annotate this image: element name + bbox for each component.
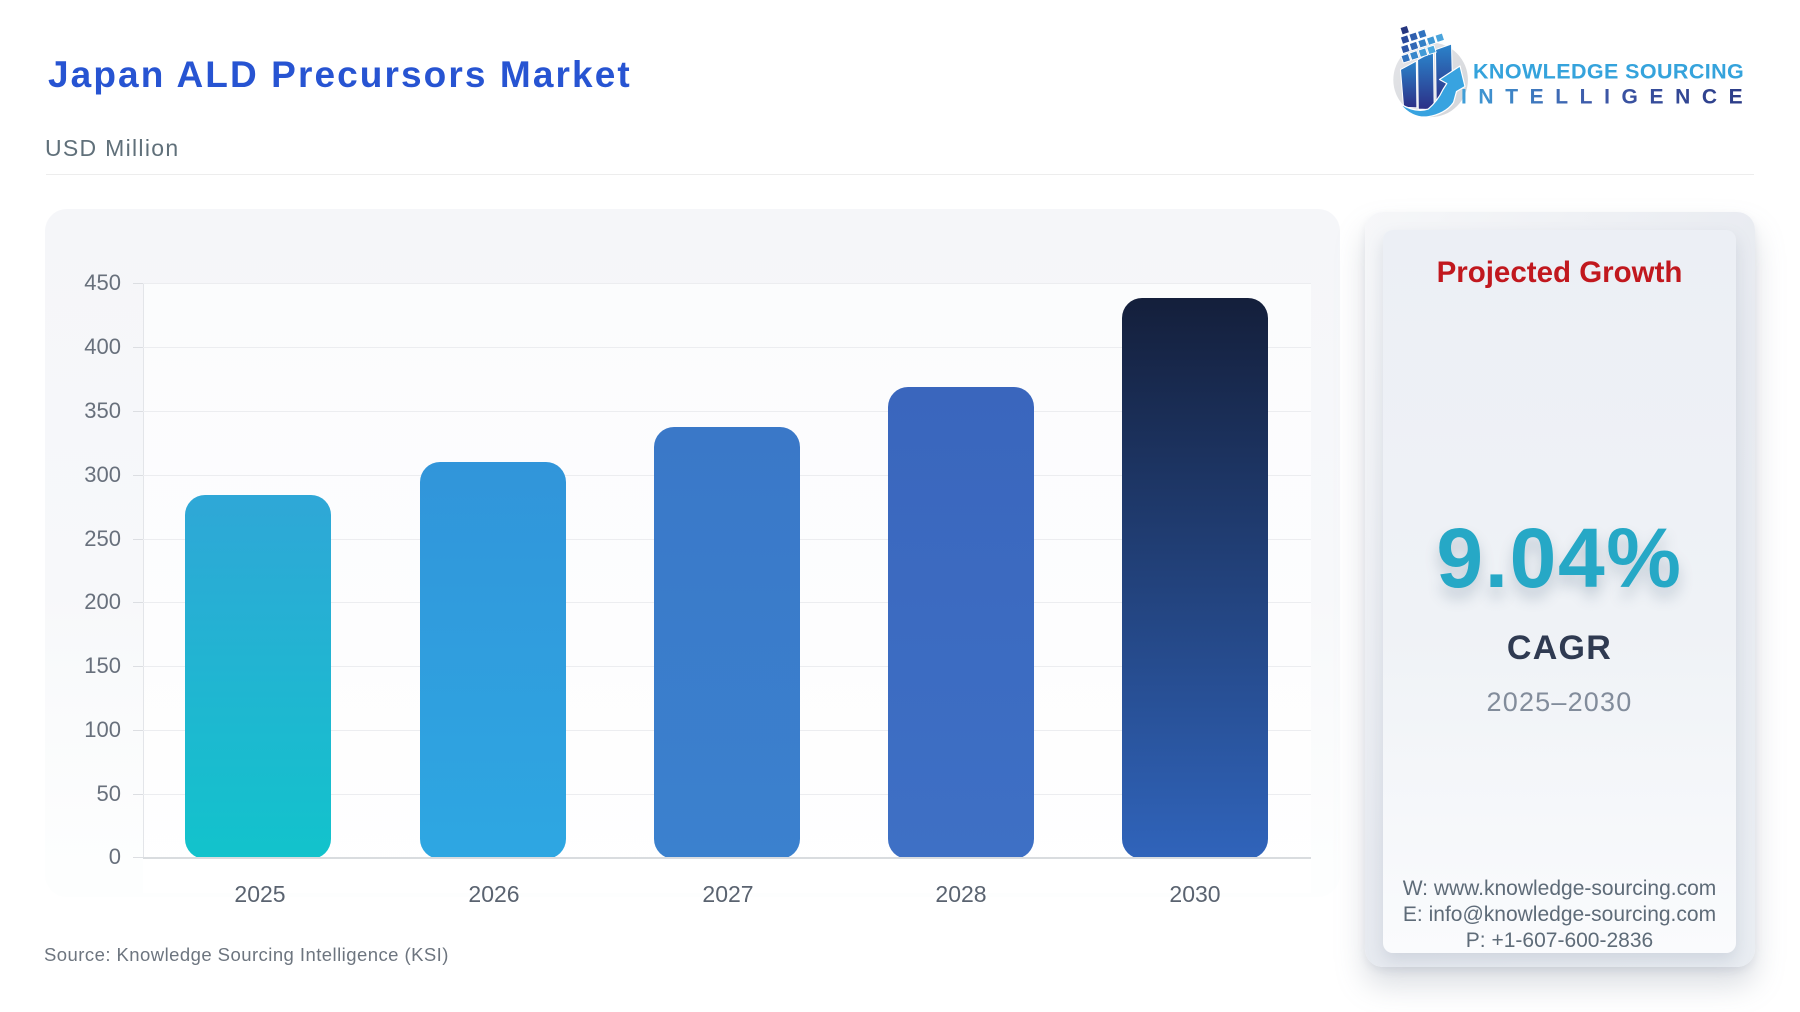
svg-text:KNOWLEDGE SOURCING: KNOWLEDGE SOURCING bbox=[1473, 60, 1744, 84]
svg-text:INTELLIGENCE: INTELLIGENCE bbox=[1461, 86, 1754, 109]
